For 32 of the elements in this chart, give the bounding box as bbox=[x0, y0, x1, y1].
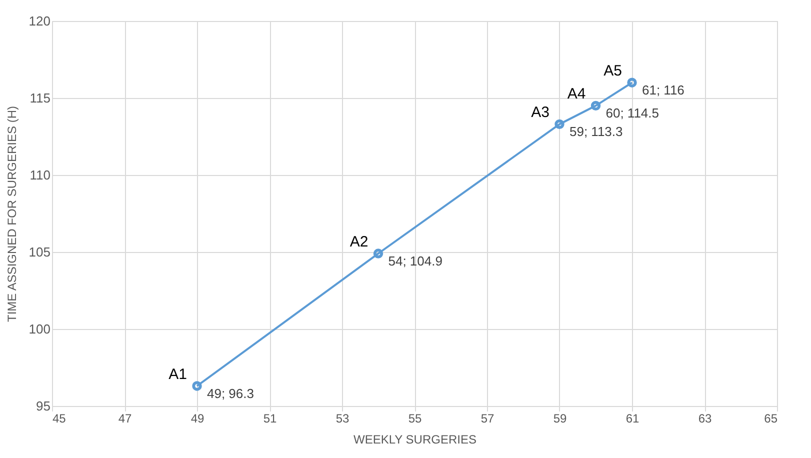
x-tick-label: 59 bbox=[553, 412, 567, 426]
point bbox=[554, 119, 564, 130]
x-tick-label: 65 bbox=[764, 412, 778, 426]
data-label: 49; 96.3 bbox=[207, 386, 254, 401]
y-axis-title: TIME ASSIGNED FOR SURGERIES (H) bbox=[4, 106, 19, 322]
data-label: 61; 116 bbox=[642, 82, 684, 98]
x-tick-label: 61 bbox=[626, 412, 640, 426]
x-tick-label: 63 bbox=[698, 412, 712, 426]
y-tick-label: 110 bbox=[30, 168, 50, 182]
annotation: A3 bbox=[531, 104, 550, 122]
x-tick-label: 47 bbox=[118, 412, 132, 426]
annotation: A4 bbox=[567, 86, 586, 103]
y-tick-label: 115 bbox=[30, 90, 50, 106]
y-tick-label: 105 bbox=[28, 244, 50, 260]
point bbox=[373, 248, 384, 258]
x-tick-label: 57 bbox=[480, 412, 494, 426]
x-tick-label: 51 bbox=[263, 412, 277, 426]
x-tick-label: 53 bbox=[336, 412, 350, 426]
x-tick-label: 55 bbox=[408, 412, 422, 426]
x-axis-title: WEEKLY SURGERIES bbox=[354, 432, 476, 446]
x-tick-label: 49 bbox=[190, 412, 204, 426]
x-tick-label: 45 bbox=[52, 412, 66, 426]
data-label: 54; 104.9 bbox=[388, 254, 442, 269]
data-label: 60; 114.5 bbox=[606, 106, 660, 121]
annotation: A5 bbox=[604, 62, 622, 80]
annotation: A2 bbox=[350, 234, 368, 251]
y-tick-label: 95 bbox=[36, 398, 50, 414]
annotation: A1 bbox=[168, 366, 187, 383]
y-tick-label: 100 bbox=[28, 322, 50, 336]
point bbox=[590, 100, 601, 111]
data-label: 59; 113.3 bbox=[570, 124, 623, 140]
y-tick-label: 120 bbox=[28, 14, 50, 28]
